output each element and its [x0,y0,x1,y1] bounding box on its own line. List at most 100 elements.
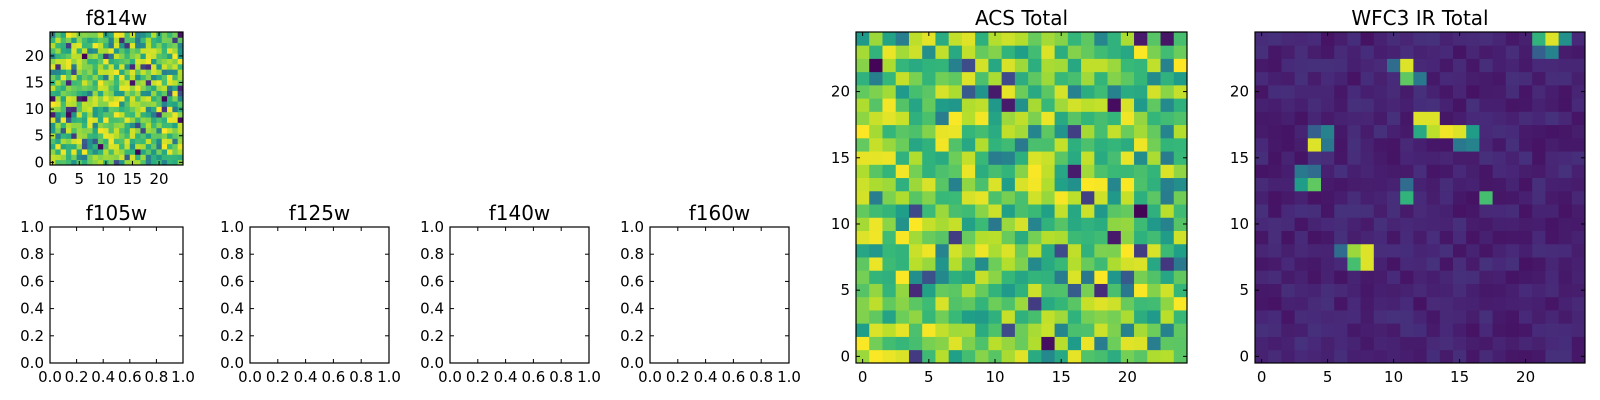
heatmap-cell [1160,177,1175,192]
heatmap-cell [1001,336,1016,351]
x-tick-label: 0.4 [91,368,115,386]
heatmap-cell [140,42,147,49]
heatmap-cell [1041,283,1055,298]
heatmap-cell [113,133,120,139]
heatmap-cell [124,122,131,129]
heatmap-cell [1067,190,1082,205]
heatmap-cell [55,69,62,75]
heatmap-cell [1413,45,1427,59]
heatmap-cell [50,69,56,75]
heatmap-cell [1347,137,1361,152]
heatmap-cell [922,151,936,165]
heatmap-cell [1558,349,1573,364]
heatmap-cell [87,47,93,54]
heatmap-cell [65,159,72,166]
heatmap-cell [1014,204,1029,218]
heatmap-cell [988,204,1003,218]
heatmap-cell [1067,336,1082,351]
heatmap-cell [1532,98,1546,112]
heatmap-cell [140,90,147,97]
heatmap-cell [1041,84,1055,99]
heatmap-cell [1360,98,1375,112]
heatmap-cell [1094,323,1108,337]
heatmap-cell [882,71,897,86]
x-tick-label: 0.6 [118,368,142,386]
heatmap-cell [1571,98,1586,112]
heatmap-cell [71,143,77,150]
heatmap-cell [1334,137,1348,152]
heatmap-cell [129,154,136,161]
heatmap-cell [135,95,141,102]
heatmap-cell [988,270,1003,284]
heatmap-cell [119,106,125,113]
heatmap-cell [948,45,963,59]
heatmap-cell [1492,177,1507,192]
heatmap-cell [1426,270,1441,284]
heatmap-cell [1041,336,1055,351]
heatmap-cell [172,111,179,118]
heatmap-cell [129,79,136,86]
heatmap-cell [975,45,989,59]
heatmap-cell [1519,349,1533,364]
heatmap-cell [103,69,109,75]
heatmap-cell [1400,190,1414,205]
heatmap-cell [1281,190,1295,205]
heatmap-cell [882,310,897,324]
heatmap-cell [1120,164,1135,179]
heatmap-cell [151,32,157,38]
heatmap-cell [1067,296,1082,311]
heatmap-cell [177,32,184,38]
heatmap-cell [1160,45,1175,59]
heatmap-cell [935,204,950,218]
heatmap-cell [1028,137,1042,152]
heatmap-cell [1479,58,1493,73]
heatmap-cell [55,42,62,49]
heatmap-cell [1571,71,1586,86]
heatmap-cell [108,117,115,123]
heatmap-cell [1387,177,1401,192]
heatmap-cell [1255,204,1269,218]
heatmap-cell [1347,283,1361,298]
heatmap-cell [1107,98,1122,112]
heatmap-cell [1107,283,1122,298]
heatmap-cell [908,32,923,46]
heatmap-cell [1532,230,1546,245]
heatmap-cell [1054,349,1069,364]
heatmap-cell [1545,204,1559,218]
heatmap-cell [948,124,963,139]
heatmap-cell [1281,84,1295,99]
heatmap-cell [1387,323,1401,337]
heatmap-cell [975,310,989,324]
heatmap-cell [1268,283,1282,298]
heatmap-cell [1173,111,1188,126]
heatmap-cell [140,122,147,129]
heatmap-cell [1426,230,1441,245]
heatmap-cell [97,53,104,59]
heatmap-cell [1028,84,1042,99]
heatmap-cell [167,74,173,81]
heatmap-cell [1255,164,1269,179]
heatmap-cell [65,79,72,86]
heatmap-cell [65,47,72,54]
heatmap-cell [135,85,141,91]
heatmap-cell [1120,45,1135,59]
heatmap-cell [1347,270,1361,284]
heatmap-cell [1505,270,1520,284]
heatmap-cell [1347,257,1361,271]
heatmap-cell [1054,32,1069,46]
heatmap-cell [1466,32,1480,46]
heatmap-cell [1466,270,1480,284]
heatmap-cell [908,270,923,284]
heatmap-cell [948,164,963,179]
heatmap-cell [1281,58,1295,73]
heatmap-cell [1028,71,1042,86]
heatmap-cell [1400,111,1414,126]
heatmap-cell [167,47,173,54]
heatmap-cell [1120,58,1135,73]
heatmap-cell [1001,323,1016,337]
heatmap-cell [1094,217,1108,231]
heatmap-cell [1400,98,1414,112]
heatmap-cell [151,154,157,161]
heatmap-cell [1558,177,1573,192]
